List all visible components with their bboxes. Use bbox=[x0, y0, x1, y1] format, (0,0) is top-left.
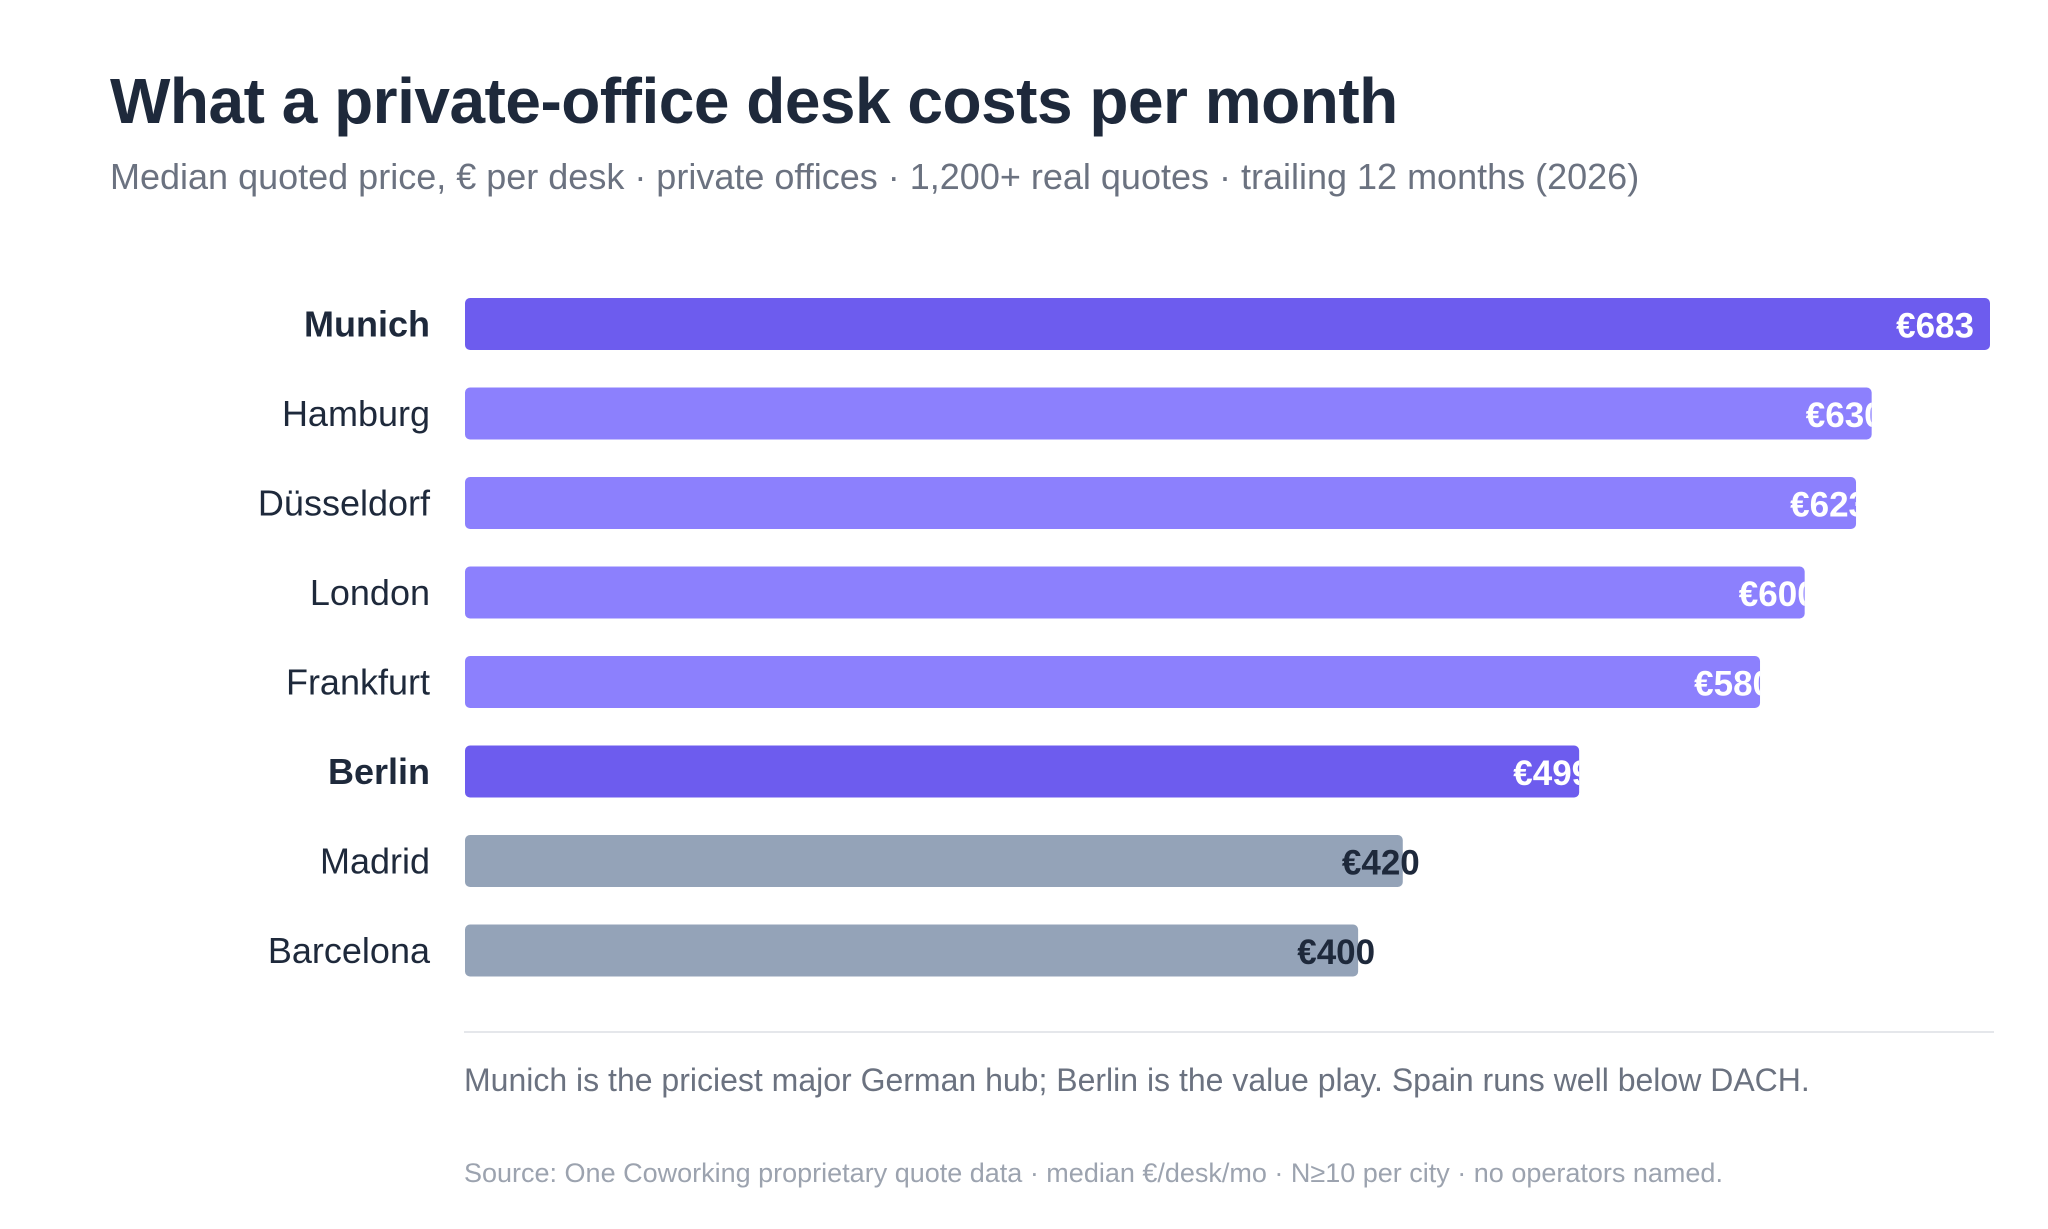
chart-title: What a private-office desk costs per mon… bbox=[110, 65, 1398, 137]
category-label-berlin: Berlin bbox=[328, 751, 430, 792]
chart-subtitle: Median quoted price, € per desk · privat… bbox=[110, 156, 1640, 197]
bar-berlin bbox=[465, 745, 1580, 798]
chart-divider bbox=[464, 1031, 1994, 1033]
value-label-dusseldorf: €623 bbox=[1790, 486, 1868, 525]
category-label-dusseldorf: Düsseldorf bbox=[258, 483, 431, 524]
bar-barcelona bbox=[465, 924, 1359, 977]
value-label-frankfurt: €580 bbox=[1694, 665, 1772, 704]
category-label-madrid: Madrid bbox=[320, 841, 430, 882]
value-label-barcelona: €400 bbox=[1297, 933, 1375, 972]
value-label-madrid: €420 bbox=[1342, 844, 1420, 883]
category-label-munich: Munich bbox=[304, 304, 430, 345]
bar-munich bbox=[465, 298, 1990, 350]
bar-london bbox=[465, 566, 1805, 619]
chart-note: Munich is the priciest major German hub;… bbox=[464, 1062, 1810, 1098]
bar-hamburg bbox=[465, 387, 1872, 440]
category-label-london: London bbox=[310, 572, 430, 613]
value-label-munich: €683 bbox=[1896, 307, 1974, 346]
category-label-hamburg: Hamburg bbox=[282, 393, 430, 434]
category-label-barcelona: Barcelona bbox=[268, 930, 431, 971]
value-label-london: €600 bbox=[1739, 575, 1817, 614]
value-label-berlin: €499 bbox=[1513, 754, 1591, 793]
bar-dusseldorf bbox=[465, 477, 1857, 529]
bar-chart: Munich €683 Hamburg €630 Düsseldorf €623 Londo… bbox=[258, 298, 1990, 977]
category-label-frankfurt: Frankfurt bbox=[286, 662, 430, 703]
bar-frankfurt bbox=[465, 656, 1761, 708]
bar-madrid bbox=[465, 835, 1403, 887]
chart-source: Source: One Coworking proprietary quote … bbox=[464, 1158, 1723, 1188]
value-label-hamburg: €630 bbox=[1806, 396, 1884, 435]
